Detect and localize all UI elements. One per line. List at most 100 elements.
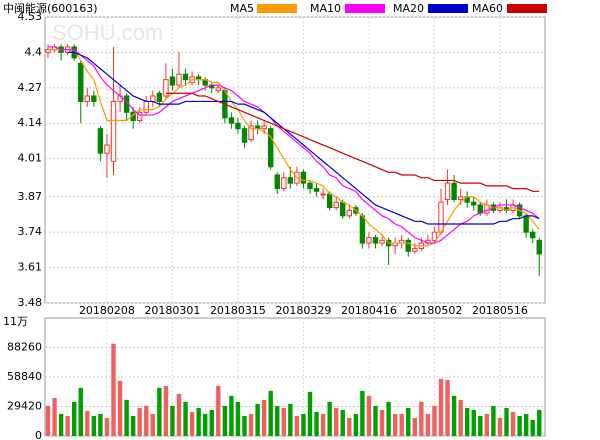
candle-body: [78, 62, 84, 102]
ma-line: [48, 46, 540, 244]
volume-bar: [478, 415, 483, 436]
candle-body: [366, 237, 372, 244]
volume-bar: [58, 413, 64, 436]
candle-body: [359, 215, 366, 244]
volume-bar: [537, 409, 542, 436]
volume-bar: [248, 413, 254, 436]
candle-body: [281, 177, 287, 190]
volume-tick-label: 29420: [7, 400, 42, 413]
x-tick-label: 20180416: [341, 304, 397, 317]
volume-bar: [288, 403, 293, 436]
candle-body: [97, 128, 104, 154]
candle-body: [451, 182, 457, 200]
volume-bar: [334, 407, 339, 436]
volume-bar: [517, 415, 522, 436]
volume-bar: [419, 401, 424, 436]
watermark: SOHU.com: [52, 20, 163, 45]
volume-bar: [465, 407, 470, 436]
y-tick-label: 3.48: [18, 296, 43, 309]
volume-bar: [255, 403, 260, 436]
y-tick-label: 3.87: [18, 190, 43, 203]
candle-body: [340, 201, 346, 217]
ma-line: [165, 92, 540, 192]
volume-bar: [510, 411, 516, 436]
volume-bar: [314, 411, 319, 436]
candle-body: [287, 177, 294, 184]
volume-bar: [65, 415, 70, 436]
candle-body: [412, 248, 418, 252]
candle-body: [313, 188, 320, 192]
candle-body: [372, 237, 379, 244]
volume-bar: [281, 407, 286, 436]
volume-bar: [203, 413, 208, 436]
volume-bar: [229, 395, 234, 436]
volume-bar: [222, 405, 228, 436]
volume-bar: [320, 413, 326, 436]
y-tick-label: 4.14: [18, 116, 43, 129]
volume-bar: [45, 405, 51, 436]
candle-body: [523, 215, 529, 233]
volume-bar: [78, 387, 83, 436]
ma-line: [48, 49, 540, 247]
candle-body: [169, 76, 176, 86]
volume-bar: [523, 413, 529, 436]
x-tick-label: 20180301: [144, 304, 200, 317]
volume-bar: [294, 415, 300, 436]
candle-body: [536, 239, 542, 255]
volume-tick-label: 0: [35, 429, 42, 440]
volume-bar: [163, 385, 169, 436]
volume-bar: [360, 390, 365, 436]
volume-tick-label: 88260: [7, 341, 42, 354]
volume-bar: [301, 413, 306, 436]
volume-bar: [366, 395, 372, 436]
candle-body: [261, 125, 267, 130]
candle-body: [300, 171, 307, 184]
volume-bar: [137, 407, 142, 436]
volume-bar: [327, 401, 332, 436]
legend-swatch: [507, 4, 547, 13]
y-tick-label: 3.61: [18, 261, 43, 274]
volume-bar: [373, 405, 378, 436]
candle-body: [150, 95, 156, 102]
x-tick-label: 20180329: [275, 304, 331, 317]
volume-bar: [353, 413, 359, 436]
legend-swatch: [345, 4, 385, 13]
volume-bar: [216, 385, 221, 436]
candle-body: [438, 201, 444, 233]
candle-body: [326, 193, 333, 209]
candle-body: [307, 182, 313, 190]
candle-body: [346, 209, 353, 217]
volume-bar: [104, 417, 110, 436]
volume-bar: [52, 397, 57, 436]
legend-label: MA60: [472, 2, 503, 15]
volume-bar: [379, 409, 385, 436]
volume-bar: [451, 395, 457, 436]
candle-body: [91, 95, 97, 102]
candle-body: [104, 144, 110, 154]
candle-body: [274, 174, 280, 190]
candle-body: [156, 92, 163, 102]
volume-bar: [85, 410, 90, 436]
volume-bar: [497, 417, 503, 436]
y-tick-label: 4.53: [18, 10, 43, 23]
volume-bar: [340, 409, 345, 436]
volume-bar: [235, 401, 241, 436]
volume-bar: [209, 409, 214, 436]
volume-bar: [471, 409, 476, 436]
legend-label: MA10: [310, 2, 341, 15]
volume-bar: [124, 399, 129, 436]
volume-bar: [504, 407, 509, 436]
volume-bar: [189, 411, 195, 436]
volume-bar: [458, 399, 463, 436]
volume-bar: [150, 413, 155, 436]
volume-bar: [176, 393, 182, 436]
volume-bar: [445, 379, 450, 436]
volume-bar: [170, 405, 175, 436]
candle-body: [176, 73, 182, 86]
candle-body: [268, 128, 274, 168]
candle-body: [405, 239, 411, 252]
volume-bar: [91, 415, 97, 436]
volume-unit: 11万: [3, 315, 28, 328]
volume-bar: [144, 405, 149, 436]
legend-swatch: [257, 4, 297, 13]
